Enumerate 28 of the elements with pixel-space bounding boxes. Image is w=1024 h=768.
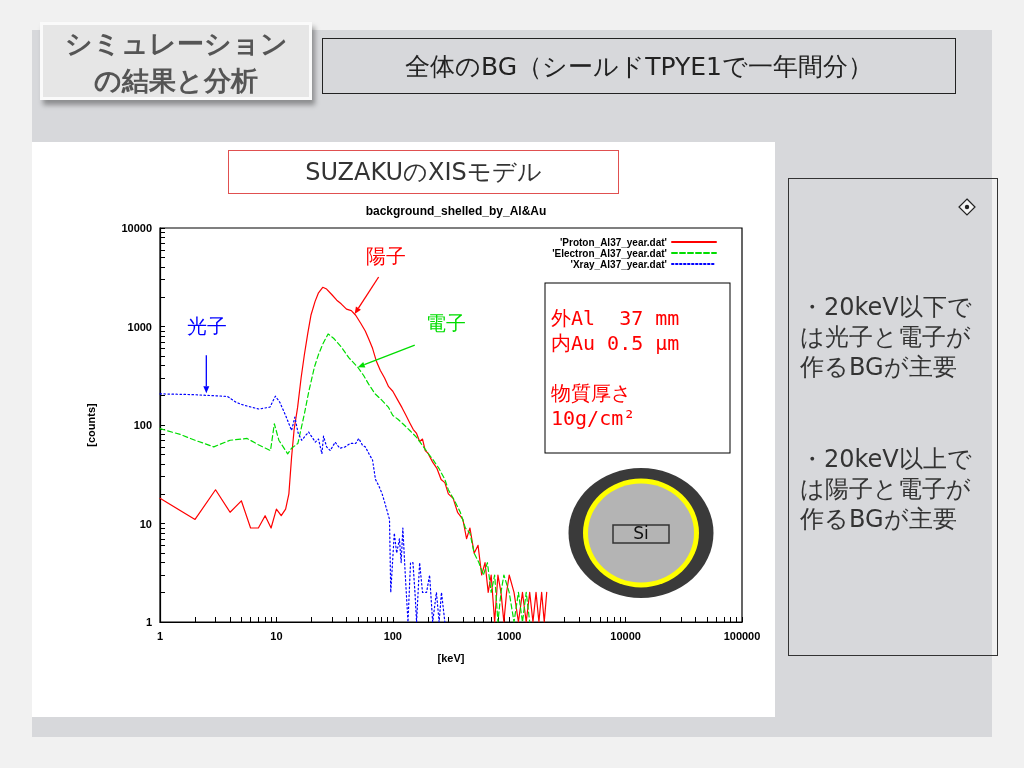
x-tick-label: 1000: [496, 629, 522, 642]
text: 外Al 37 mm 内Au 0.5 μm 物質厚さ 10g/cm²: [551, 306, 680, 430]
text: ・20keV以上では陽子と電子が作るBGが主要: [800, 444, 973, 534]
x-axis-title: [keV]: [437, 651, 465, 664]
shield-diagram: Si: [568, 468, 714, 598]
text: シミュレーションの結果と分析: [63, 27, 289, 98]
y-tick-label: 1000: [127, 320, 152, 333]
y-tick-label: 10000: [121, 222, 152, 234]
y-tick-label: 100: [133, 419, 152, 431]
text: ・20keV以下では光子と電子が作るBGが主要: [800, 292, 973, 382]
y-tick-label: 1: [145, 616, 152, 628]
text: 全体のBG（シールドTPYE1で一年間分）: [404, 51, 874, 83]
x-tick-label: 10000: [610, 629, 641, 642]
x-tick-label: 10: [270, 629, 283, 642]
y-tick-label: 10: [139, 517, 152, 530]
legend-label: 'Electron_Al37_year.dat': [552, 247, 667, 259]
annotation: 電子: [425, 311, 466, 336]
annotation: 陽子: [365, 243, 406, 268]
x-tick-label: 100: [383, 629, 402, 642]
legend-label: 'Proton_Al37_year.dat': [559, 236, 667, 248]
x-tick-label: 1: [156, 629, 164, 642]
legend-label: 'Xray_Al37_year.dat': [570, 258, 667, 270]
y-axis-title: [counts]: [84, 402, 97, 447]
annotation: 光子: [187, 314, 228, 339]
annotation: Si: [633, 523, 649, 543]
x-tick-label: 100000: [723, 629, 761, 642]
text: SUZAKUのXISモデル: [304, 157, 543, 188]
chart-title: background_shelled_by_Al&Au: [365, 204, 547, 218]
